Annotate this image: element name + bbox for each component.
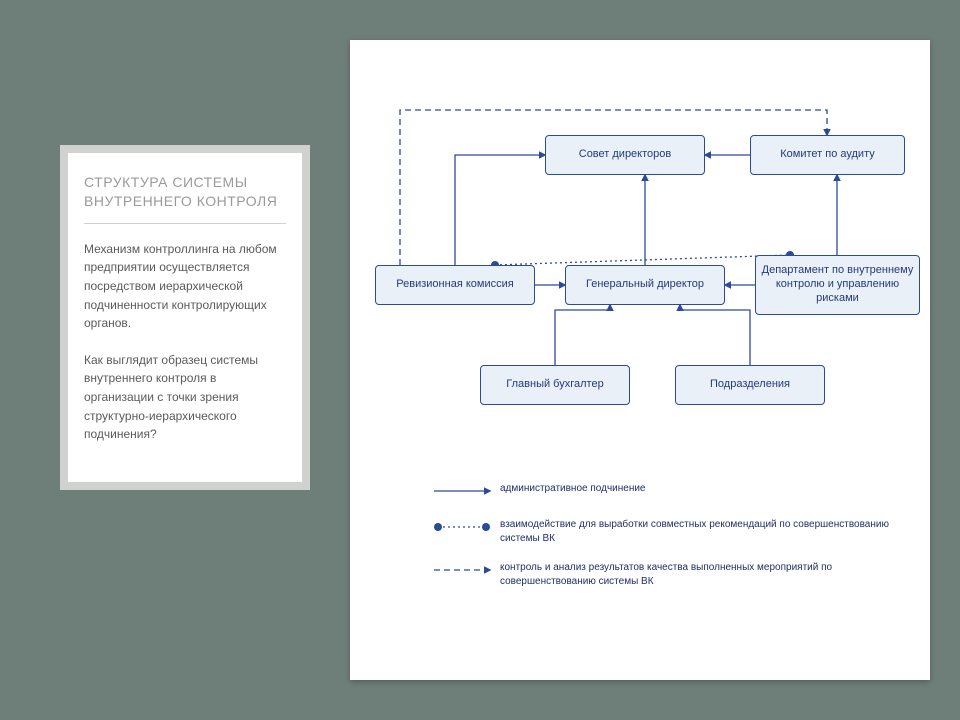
edge-revision-audit xyxy=(400,110,827,265)
legend-item-dotted: взаимодействие для выработки совместных … xyxy=(430,516,890,545)
legend-item-dashed: контроль и анализ результатов качества в… xyxy=(430,559,890,588)
slide: СТРУКТУРА СИСТЕМЫ ВНУТРЕННЕГО КОНТРОЛЯ М… xyxy=(0,0,960,720)
node-revision: Ревизионная комиссия xyxy=(375,265,535,305)
node-chief_acc: Главный бухгалтер xyxy=(480,365,630,405)
legend-text: взаимодействие для выработки совместных … xyxy=(500,516,890,545)
node-dept_risk: Департамент по внутреннему контролю и уп… xyxy=(755,255,920,315)
left-card: СТРУКТУРА СИСТЕМЫ ВНУТРЕННЕГО КОНТРОЛЯ М… xyxy=(60,145,310,490)
intro-paragraph-2: Как выглядит образец системы внутреннего… xyxy=(84,351,286,444)
legend-text: контроль и анализ результатов качества в… xyxy=(500,559,890,588)
legend-dashed-icon xyxy=(430,559,500,581)
legend-item-solid: административное подчинение xyxy=(430,480,890,502)
node-board: Совет директоров xyxy=(545,135,705,175)
edge-divisions-ceo xyxy=(680,305,750,365)
edge-chief_acc-ceo xyxy=(555,305,610,365)
node-ceo: Генеральный директор xyxy=(565,265,725,305)
legend: административное подчинение взаимодейств… xyxy=(430,480,890,602)
node-audit: Комитет по аудиту xyxy=(750,135,905,175)
diagram-panel: Совет директоров Комитет по аудиту Ревизио… xyxy=(350,40,930,680)
edge-revision-dept_risk xyxy=(495,255,790,265)
intro-paragraph-1: Механизм контроллинга на любом предприят… xyxy=(84,240,286,333)
legend-solid-icon xyxy=(430,480,500,502)
legend-text: административное подчинение xyxy=(500,480,890,496)
legend-dotted-icon xyxy=(430,516,500,538)
edge-revision-board xyxy=(455,155,545,265)
node-divisions: Подразделения xyxy=(675,365,825,405)
page-title: СТРУКТУРА СИСТЕМЫ ВНУТРЕННЕГО КОНТРОЛЯ xyxy=(84,173,286,224)
